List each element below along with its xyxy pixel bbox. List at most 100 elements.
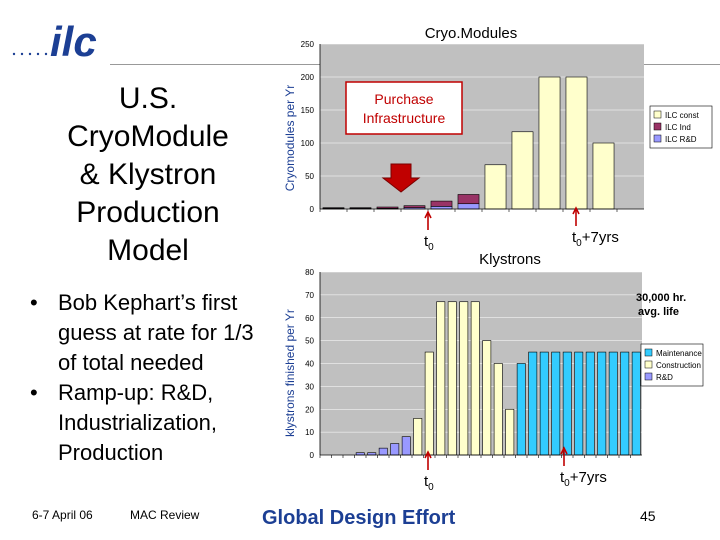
y-tick-label: 200	[301, 73, 315, 82]
legend-label: ILC const	[665, 111, 700, 120]
bar-maintenance	[631, 351, 641, 456]
bar-maintenance	[620, 351, 630, 456]
cryomodule-chart: Cryo.Modules Cryomodules per Yr 0 50 100 15…	[283, 25, 713, 253]
legend-swatch	[644, 372, 653, 381]
bar-construction	[470, 301, 480, 456]
y-tick-label: 0	[310, 451, 315, 460]
y-tick-label: 250	[301, 40, 315, 49]
arrow-head	[424, 450, 432, 459]
ilc-logo: ilc	[12, 18, 97, 65]
arrow-head	[560, 446, 568, 455]
y-tick-label: 30	[305, 382, 314, 391]
bar-maintenance	[597, 351, 607, 456]
chart-legend: ILC const ILC Ind ILC R&D	[649, 105, 713, 149]
title-line: CryoModule	[67, 120, 229, 153]
legend-label: R&D	[656, 373, 673, 382]
bar-maintenance	[516, 363, 526, 456]
logo-dots	[12, 52, 48, 56]
y-tick-label: 50	[305, 337, 314, 346]
bar-ilc-r-d	[457, 203, 480, 210]
chart-annotations: 30,000 hr. avg. life t0 t0+7yrs	[424, 292, 686, 493]
bar-maintenance	[608, 351, 618, 456]
legend-swatch	[653, 134, 662, 143]
bar-ilc-ind	[430, 200, 453, 207]
legend-swatch	[644, 348, 653, 357]
t-marker: t0+7yrs	[560, 469, 607, 489]
title-line: Model	[107, 234, 189, 267]
title-line: & Klystron	[79, 158, 217, 191]
y-tick-label: 150	[301, 106, 315, 115]
bar-r-d	[401, 436, 411, 456]
bar-construction	[424, 351, 434, 456]
bullet-item: Ramp-up: R&D, Industrialization, Product…	[28, 378, 268, 468]
title-line: Production	[76, 196, 220, 229]
bar-ilc-const	[484, 164, 507, 210]
bar-ilc-ind	[457, 194, 480, 205]
bar-maintenance	[539, 351, 549, 456]
bar-ilc-ind	[403, 205, 426, 208]
bar-maintenance	[551, 351, 561, 456]
life-note: avg. life	[638, 306, 679, 318]
callout-box	[345, 81, 463, 135]
chart-title: Cryo.Modules	[425, 25, 518, 42]
bar-construction	[493, 363, 503, 456]
bar-maintenance	[585, 351, 595, 456]
callout-text: Purchase	[374, 91, 433, 107]
y-tick-label: 10	[305, 428, 314, 437]
chart-ylabel: Cryomodules per Yr	[283, 85, 297, 192]
bar-ilc-const	[511, 131, 534, 210]
legend-label: Maintenance	[656, 349, 702, 358]
logo-text: ilc	[50, 18, 97, 65]
bar-construction	[447, 301, 457, 456]
bar-ilc-ind	[349, 207, 372, 209]
bar-maintenance	[562, 351, 572, 456]
legend-swatch	[644, 360, 653, 369]
title-line: U.S.	[118, 82, 178, 115]
legend-label: ILC R&D	[665, 135, 697, 144]
footer-date: 6-7 April 06	[32, 508, 93, 522]
bar-r-d	[378, 447, 388, 456]
life-note: 30,000 hr.	[636, 292, 686, 304]
y-tick-label: 60	[305, 314, 314, 323]
chart-ylabel: klystrons finished per Yr	[283, 309, 297, 437]
bar-ilc-ind	[322, 207, 345, 209]
bar-construction	[436, 301, 446, 456]
legend-swatch	[653, 122, 662, 131]
plot-area: 0 10 20 30 40 50 60 70 80	[305, 268, 642, 460]
y-tick-label: 40	[305, 360, 314, 369]
t-marker: t0	[424, 473, 434, 493]
y-tick-label: 70	[305, 291, 314, 300]
t-marker: t0	[424, 233, 434, 253]
bar-construction	[482, 340, 492, 456]
page-number: 45	[640, 508, 656, 524]
y-tick-label: 100	[301, 139, 315, 148]
bar-ilc-ind	[376, 206, 399, 209]
bar-construction	[459, 301, 469, 456]
legend-swatch	[653, 110, 662, 119]
chart-annotations: Purchase Infrastructure t0 t0+7yrs	[345, 81, 619, 253]
bar-r-d	[390, 443, 400, 456]
bullet-item: Bob Kephart’s first guess at rate for 1/…	[28, 288, 268, 378]
bar-maintenance	[528, 351, 538, 456]
bar-ilc-const	[538, 76, 561, 210]
arrow-head	[572, 206, 580, 215]
legend-label: ILC Ind	[665, 123, 691, 132]
brand-name: Global Design Effort	[262, 507, 456, 529]
y-tick-label: 20	[305, 405, 314, 414]
arrow-head	[424, 210, 432, 219]
callout-text: Infrastructure	[363, 110, 446, 126]
y-tick-label: 50	[305, 172, 314, 181]
bar-maintenance	[574, 351, 584, 456]
chart-title: Klystrons	[479, 251, 541, 268]
chart-legend: Maintenance Construction R&D	[640, 343, 704, 387]
t-marker: t0+7yrs	[572, 229, 619, 249]
slide-title: U.S. CryoModule & Klystron Production Mo…	[48, 80, 248, 270]
footer-event: MAC Review	[130, 508, 200, 522]
down-arrow-icon	[381, 163, 421, 193]
legend-label: Construction	[656, 361, 701, 370]
bar-construction	[413, 418, 423, 456]
bar-construction	[505, 408, 515, 456]
klystron-chart: Klystrons klystrons finished per Yr 0 10 2…	[283, 251, 704, 493]
y-tick-label: 0	[310, 205, 315, 214]
bar-ilc-const	[592, 142, 615, 210]
